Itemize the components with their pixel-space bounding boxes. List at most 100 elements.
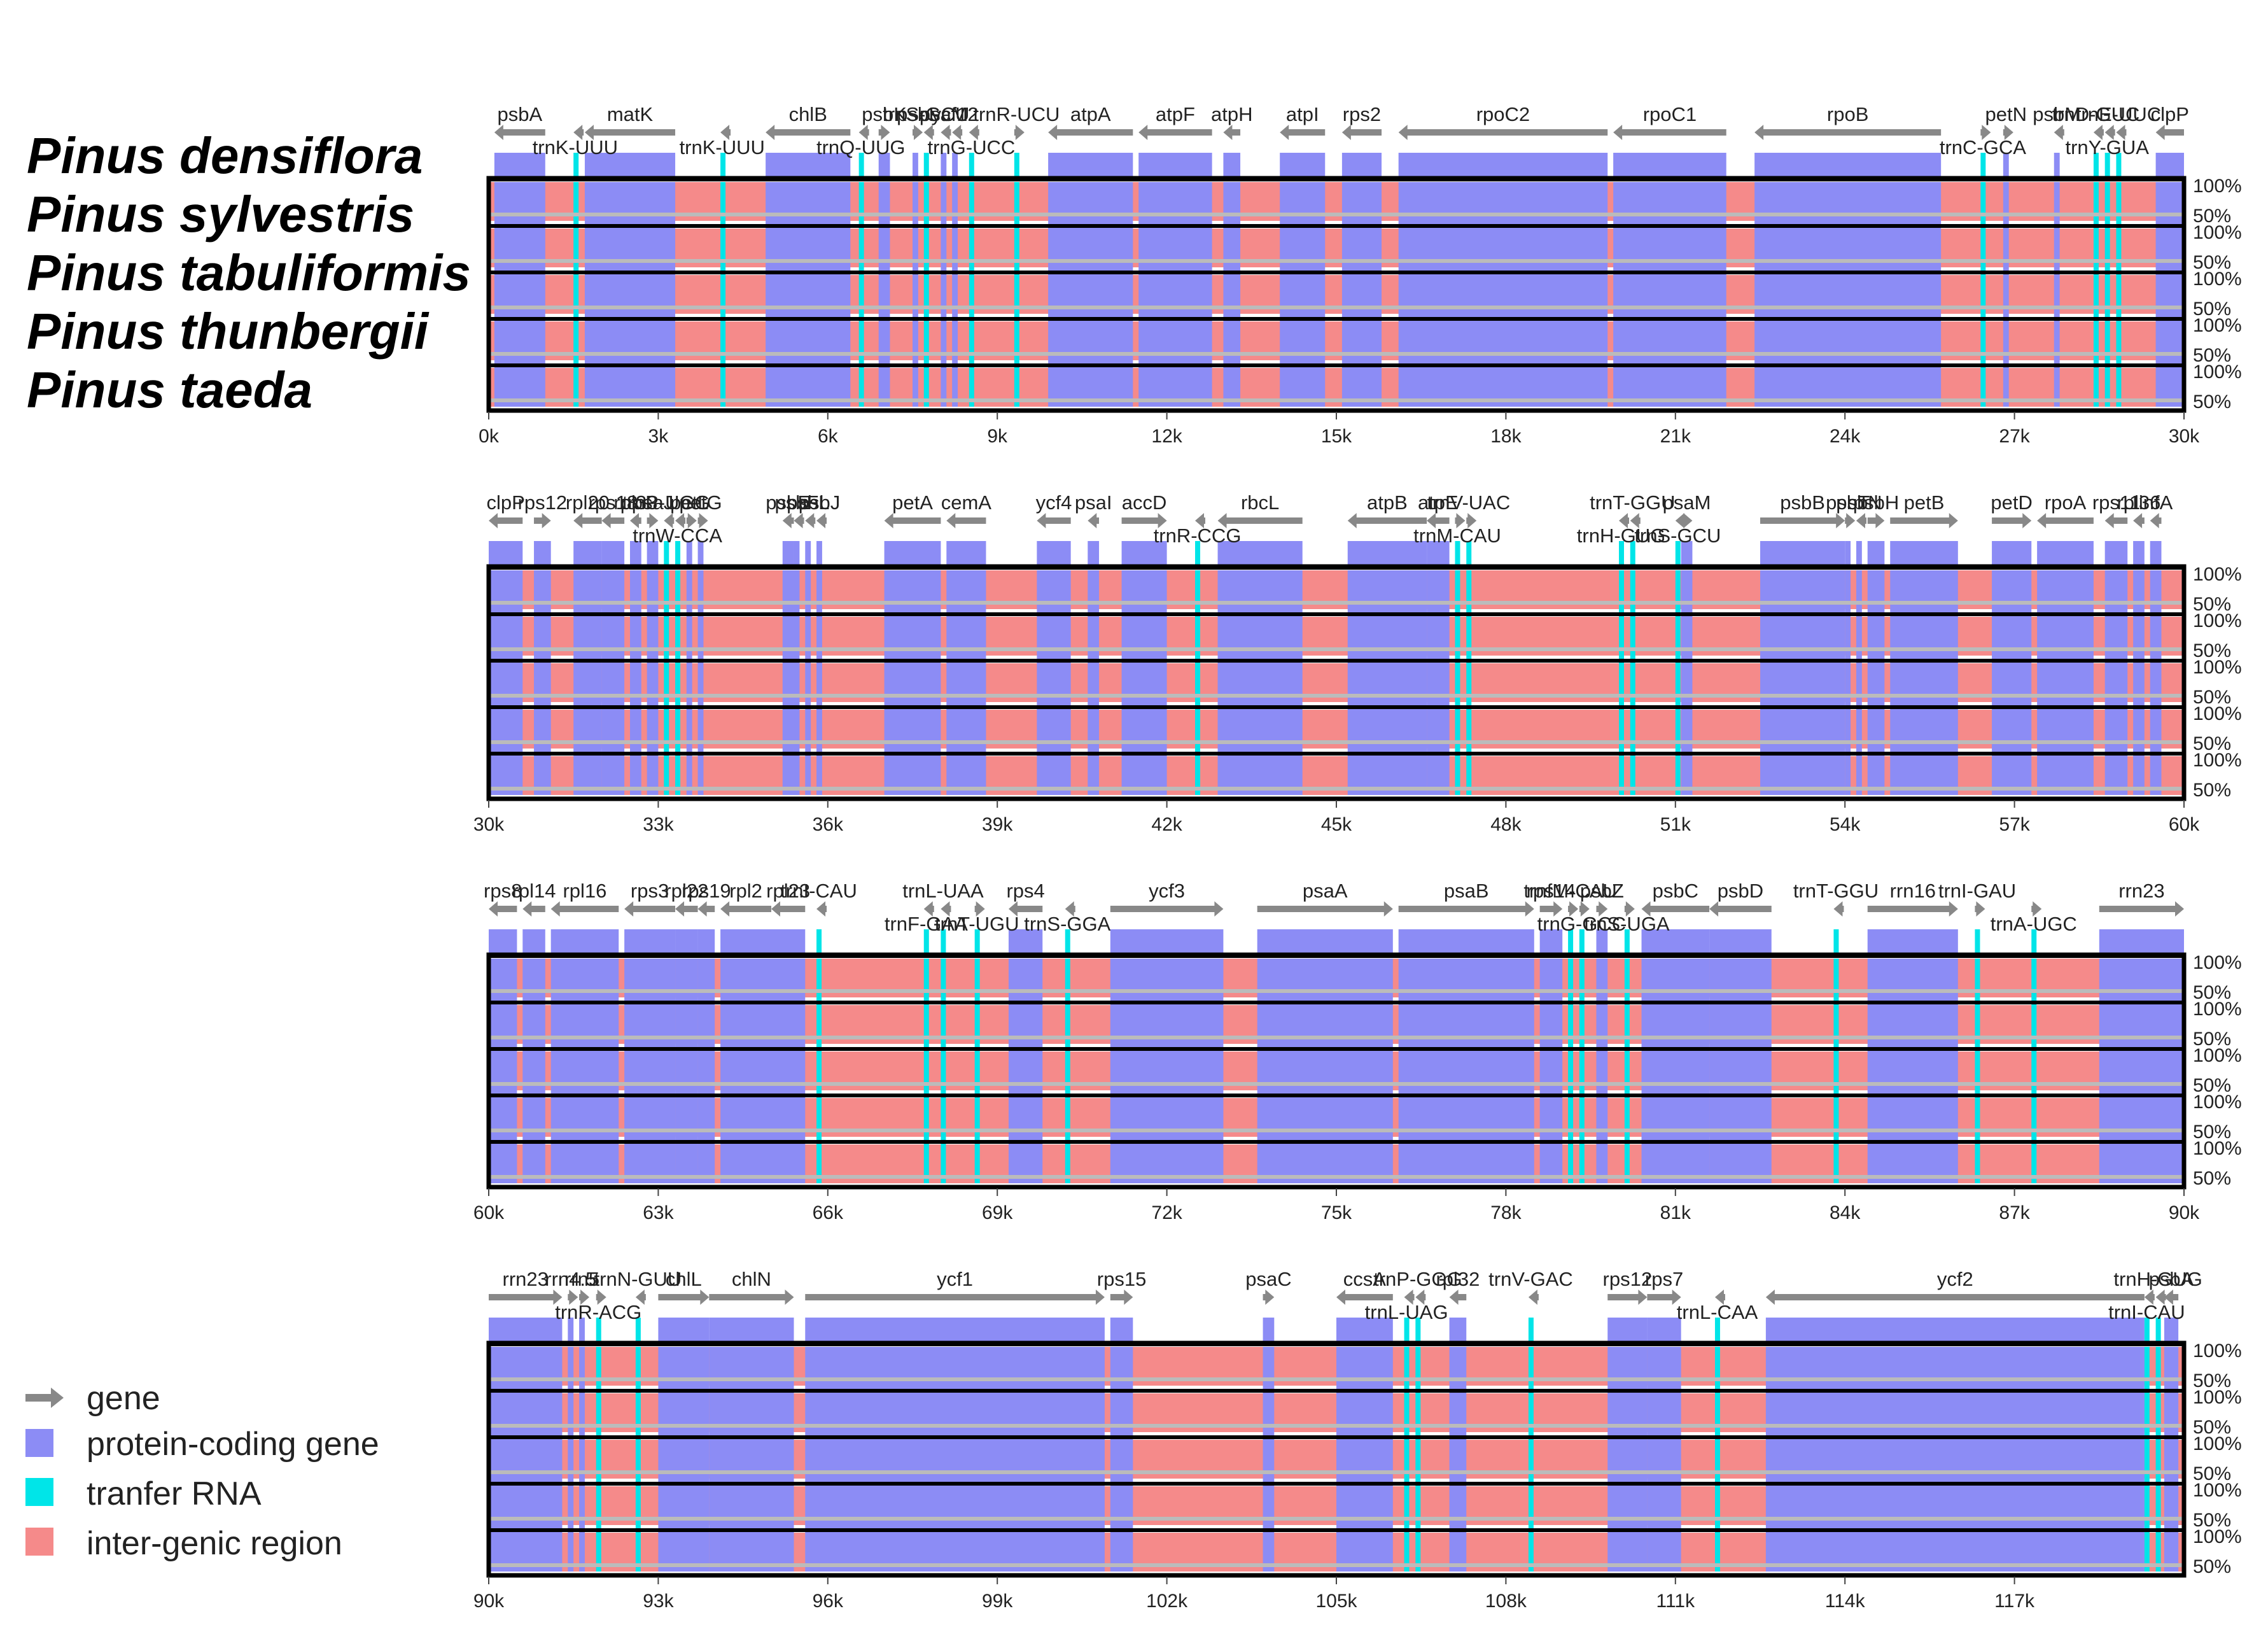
- x-tick-label: 66k: [813, 1202, 844, 1223]
- gene-label: trnC-GCA: [1940, 136, 2026, 158]
- gene-header-block: [1833, 929, 1839, 955]
- gene-header-block: [675, 929, 698, 955]
- gene-arrow: [2133, 513, 2145, 528]
- gene-label: psaI: [1075, 491, 1112, 514]
- gene-label: petG: [679, 491, 722, 514]
- trna-column: [1833, 959, 1839, 1183]
- protein-column: [1992, 570, 2032, 795]
- gene-arrow: [579, 1290, 590, 1305]
- gene-header-block: [658, 1318, 710, 1343]
- gene-label: rpl22: [664, 880, 708, 902]
- gene-arrow: [1765, 1290, 2145, 1305]
- species-label: Pinus sylvestris: [27, 186, 414, 243]
- gene-arrow: [522, 901, 545, 917]
- gene-header-block: [697, 541, 704, 566]
- gene-header-block: [1647, 1318, 1681, 1343]
- gene-header-block: [601, 541, 625, 566]
- species-label: Pinus tabuliformis: [27, 244, 471, 301]
- trna-column: [2116, 182, 2122, 407]
- gene-header-block: [573, 541, 602, 566]
- y-tick-50: 50%: [2193, 391, 2231, 412]
- legend-intergenic-swatch: [25, 1528, 53, 1556]
- gene-label: psbE: [766, 491, 811, 514]
- gene-label: atpI: [1286, 103, 1319, 125]
- gene-label: rps14: [1527, 880, 1576, 902]
- gene-header-block: [1630, 541, 1635, 566]
- gene-label: chlB: [789, 103, 827, 125]
- protein-column: [720, 959, 771, 1183]
- gene-label: trnL-CAA: [1677, 1301, 1758, 1323]
- protein-column: [913, 182, 918, 407]
- gene-arrow: [550, 901, 619, 917]
- gene-header-block: [1754, 153, 1942, 178]
- trna-column: [923, 959, 929, 1183]
- x-tick-label: 81k: [1660, 1202, 1691, 1223]
- protein-column: [805, 1347, 1105, 1572]
- gene-header-block: [952, 153, 958, 178]
- gene-arrow: [720, 901, 771, 917]
- gene-label: psaC: [1245, 1268, 1291, 1290]
- gene-header-block: [1037, 541, 1071, 566]
- gene-label: psbH: [1853, 491, 1899, 514]
- gene-arrow: [1466, 513, 1477, 528]
- protein-column: [697, 959, 715, 1183]
- protein-column: [2133, 570, 2145, 795]
- y-tick-100: 100%: [2193, 1387, 2242, 1408]
- gene-header-block: [686, 541, 692, 566]
- trna-column: [675, 570, 681, 795]
- gene-label: rps2: [1343, 103, 1381, 125]
- gene-label: psbL: [787, 491, 829, 514]
- protein-column: [878, 182, 890, 407]
- gene-label: trnT-UGU: [935, 913, 1019, 935]
- protein-column: [946, 570, 986, 795]
- y-tick-100: 100%: [2193, 703, 2242, 724]
- gene-arrow: [1280, 125, 1326, 140]
- gene-label: trnG-GCC: [1537, 913, 1627, 935]
- gene-label: rpl36: [2117, 491, 2160, 514]
- gene-arrow: [952, 125, 963, 140]
- gene-header-block: [1110, 929, 1224, 955]
- protein-column: [1449, 1347, 1467, 1572]
- trna-column: [1624, 959, 1630, 1183]
- gene-header-block: [2054, 153, 2060, 178]
- gene-arrow: [1675, 513, 1686, 528]
- gene-label: rps4: [1006, 880, 1044, 902]
- protein-column: [2003, 182, 2009, 407]
- protein-column: [697, 570, 704, 795]
- x-tick-label: 60k: [473, 1202, 505, 1223]
- gene-arrow: [805, 513, 816, 528]
- gene-header-block: [697, 929, 715, 955]
- gene-header-block: [1263, 1318, 1275, 1343]
- gene-arrow: [624, 901, 676, 917]
- gene-label: trnD-GUC: [2052, 103, 2140, 125]
- y-tick-100: 100%: [2193, 1433, 2242, 1454]
- gene-arrow: [1568, 901, 1579, 917]
- gene-header-block: [489, 1318, 563, 1343]
- gene-header-block: [1048, 153, 1133, 178]
- gene-header-block: [1641, 929, 1710, 955]
- x-tick-label: 54k: [1830, 814, 1861, 835]
- legend: gene protein-coding gene tranfer RNA int…: [25, 1380, 379, 1562]
- gene-header-block: [974, 929, 980, 955]
- gene-arrow: [1641, 901, 1710, 917]
- gene-header-block: [1975, 929, 1980, 955]
- gene-arrow: [697, 513, 708, 528]
- y-tick-50: 50%: [2193, 1556, 2231, 1577]
- x-tick-label: 39k: [982, 814, 1013, 835]
- gene-arrow: [1613, 125, 1726, 140]
- gene-header-block: [624, 929, 676, 955]
- gene-label: trnI-CAU: [2108, 1301, 2185, 1323]
- gene-label: trnA-UGC: [1991, 913, 2077, 935]
- gene-header-block: [1709, 929, 1772, 955]
- x-tick-label: 108k: [1485, 1591, 1527, 1612]
- gene-header-block: [1121, 541, 1167, 566]
- x-tick-label: 87k: [1999, 1202, 2030, 1223]
- trna-column: [573, 182, 579, 407]
- gene-label: psbM: [2033, 103, 2081, 125]
- gene-arrow: [816, 901, 827, 917]
- y-tick-100: 100%: [2193, 1340, 2242, 1361]
- species-label: Pinus taeda: [27, 362, 312, 418]
- gene-arrow: [664, 513, 675, 528]
- gene-arrow: [805, 1290, 1105, 1305]
- gene-header-block: [1138, 153, 1212, 178]
